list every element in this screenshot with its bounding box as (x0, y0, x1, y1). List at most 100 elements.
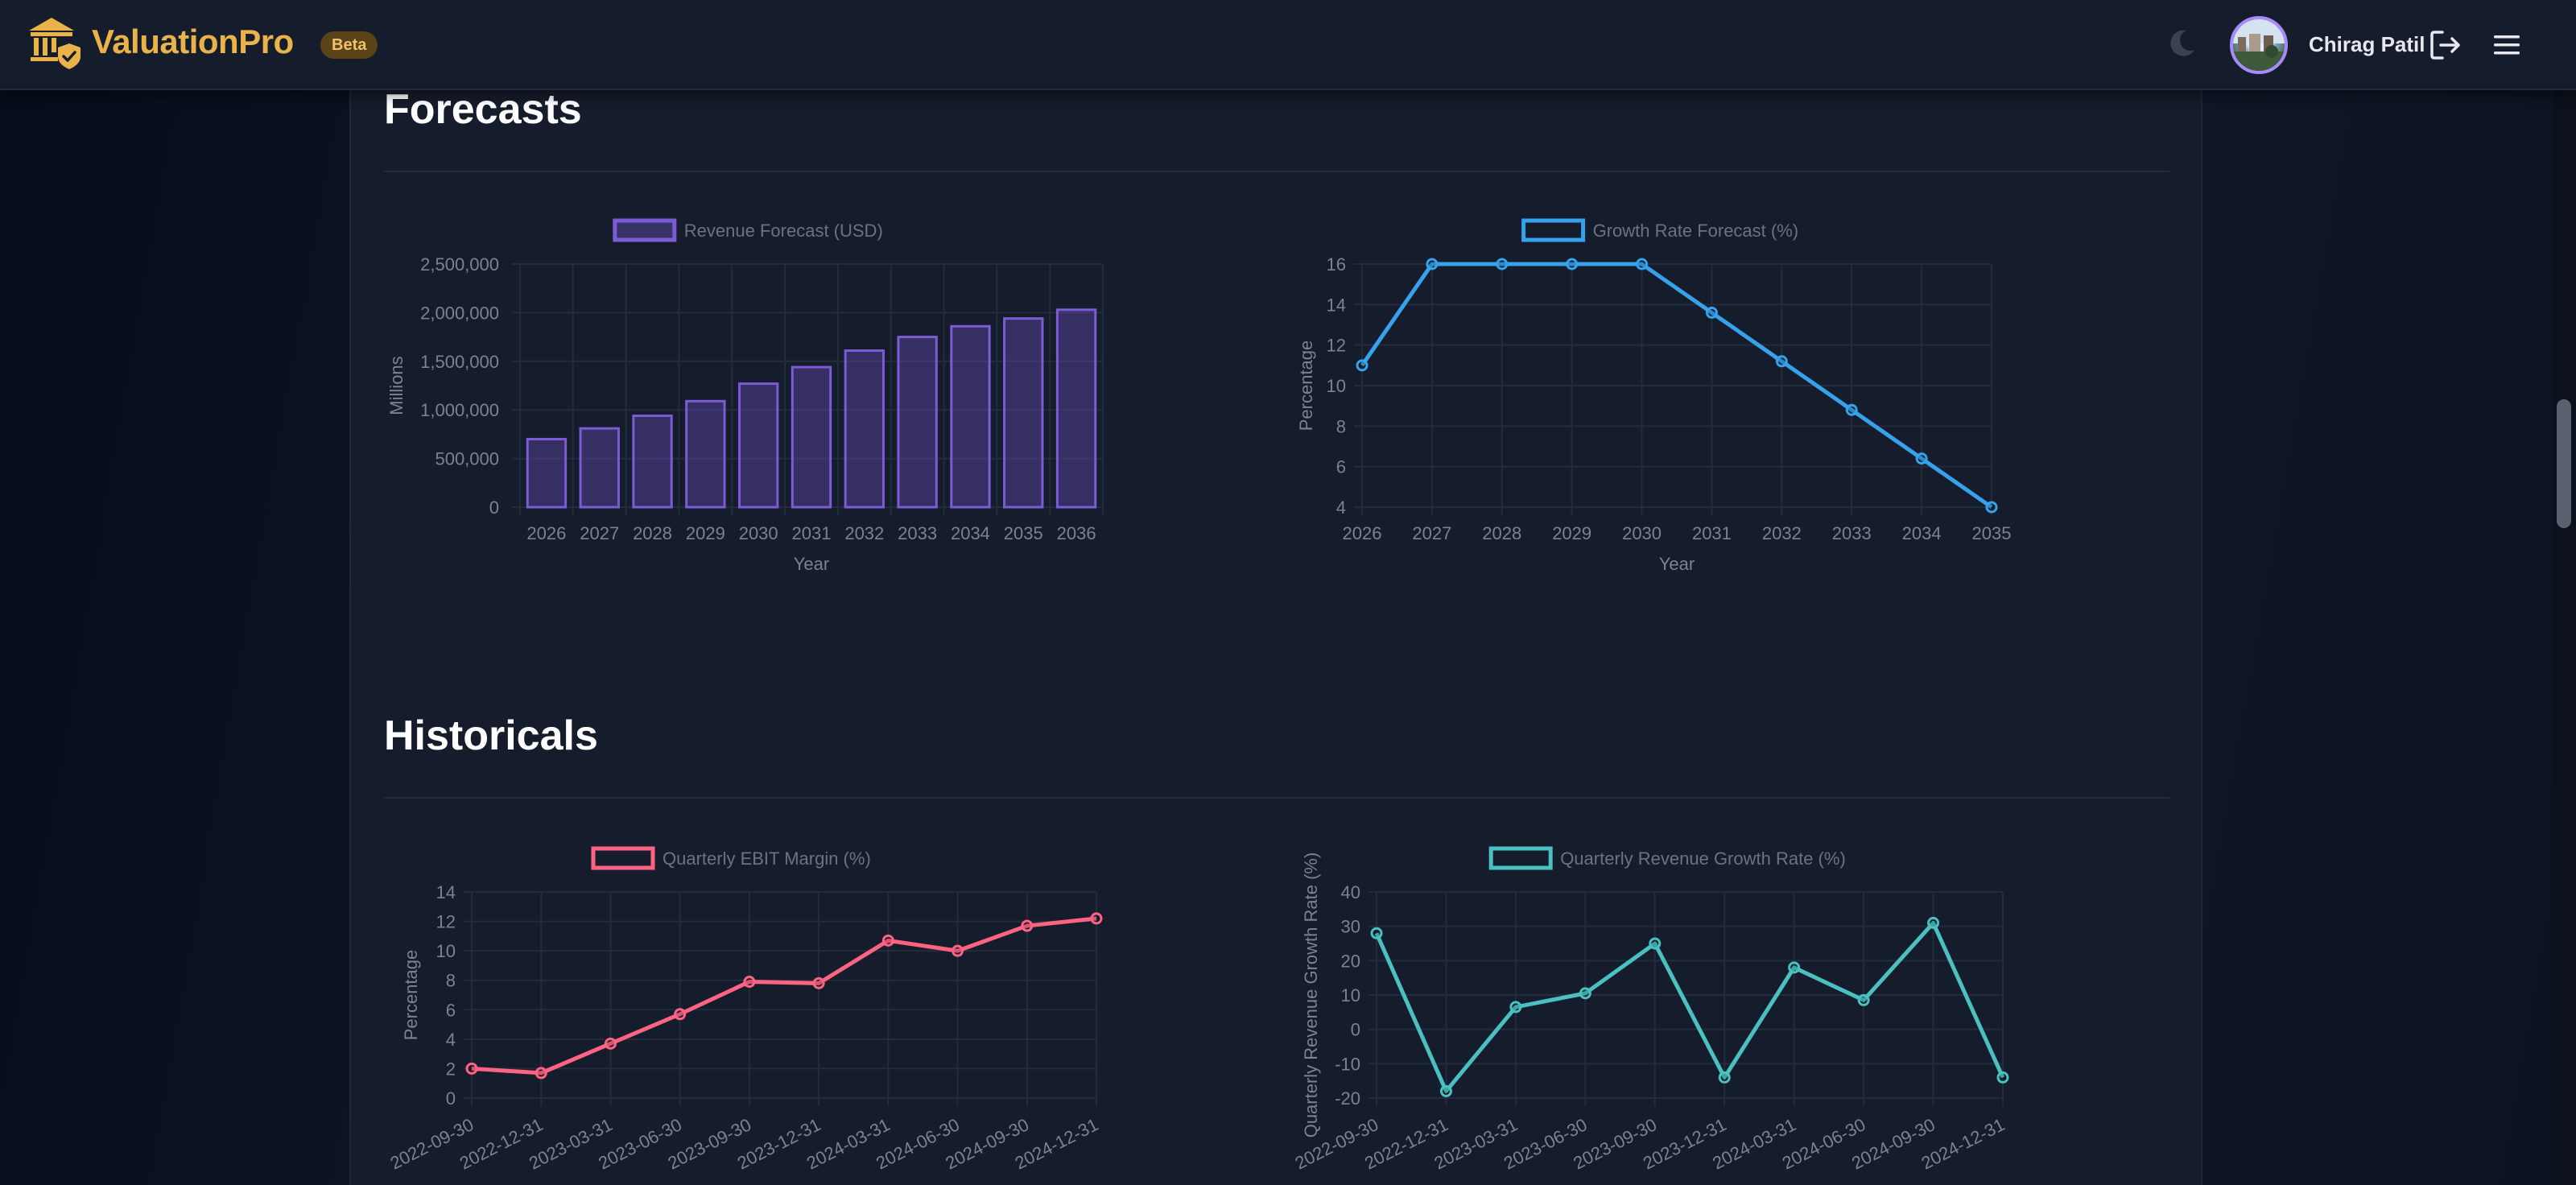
x-tick-label: 2030 (1622, 523, 1662, 543)
y-tick-label: -10 (1335, 1054, 1360, 1074)
menu-icon[interactable] (2492, 31, 2521, 60)
avatar[interactable] (2230, 16, 2288, 74)
x-tick-label: 2027 (580, 523, 619, 543)
y-tick-label: 0 (1351, 1020, 1360, 1040)
legend-label: Quarterly Revenue Growth Rate (%) (1560, 848, 1846, 869)
data-point-2024-09-30 (1021, 919, 1034, 932)
main-content-panel (349, 90, 2202, 1185)
y-tick-label: 8 (1336, 416, 1346, 436)
brand-name[interactable]: ValuationPro (92, 23, 294, 60)
data-point-2035 (1985, 501, 1998, 514)
bar-2035 (1003, 317, 1044, 509)
y-tick-label: -20 (1335, 1088, 1360, 1109)
x-tick-label: 2028 (1482, 523, 1521, 543)
historicals-heading: Historicals (384, 712, 598, 759)
y-axis-title: Quarterly Revenue Growth Rate (%) (1301, 853, 1321, 1138)
data-point-2024-12-31 (1090, 912, 1103, 925)
data-point-2024-06-30 (952, 944, 964, 957)
y-tick-label: 0 (489, 498, 499, 518)
x-tick-label: 2033 (898, 523, 937, 543)
y-tick-label: 2,000,000 (420, 303, 499, 323)
y-tick-label: 12 (436, 912, 456, 932)
bank-shield-logo-icon[interactable] (26, 13, 84, 71)
y-axis-title: Percentage (401, 950, 421, 1041)
x-tick-label: 2026 (1343, 523, 1382, 543)
y-axis-title: Percentage (1296, 341, 1316, 431)
data-point-2024-09-30 (1927, 916, 1940, 929)
bar-2027 (579, 427, 620, 509)
x-axis-title: Year (1659, 554, 1695, 574)
y-tick-label: 12 (1327, 336, 1346, 356)
x-tick-label: 2029 (1552, 523, 1591, 543)
scrollbar-thumb[interactable] (2557, 399, 2571, 528)
bar-2029 (685, 399, 726, 509)
x-tick-label: 2029 (686, 523, 725, 543)
x-tick-label: 2035 (1004, 523, 1043, 543)
y-axis-title: Millions (386, 356, 407, 415)
legend-swatch (1488, 846, 1553, 870)
legend-label: Revenue Forecast (USD) (684, 221, 883, 241)
x-tick-label: 2034 (951, 523, 990, 543)
moon-icon[interactable] (2165, 27, 2198, 60)
y-tick-label: 14 (436, 882, 456, 902)
x-tick-label: 2032 (1762, 523, 1802, 543)
data-point-2026 (1356, 359, 1368, 372)
data-point-2023-09-30 (743, 976, 756, 989)
series-line (1374, 920, 2005, 1093)
bar-2036 (1055, 308, 1097, 509)
data-point-2022-09-30 (1370, 927, 1383, 939)
data-point-2023-09-30 (1649, 937, 1662, 950)
y-tick-label: 16 (1327, 254, 1346, 275)
user-name[interactable]: Chirag Patil (2309, 32, 2425, 56)
y-tick-label: 2,500,000 (420, 254, 499, 275)
y-tick-label: 8 (446, 971, 456, 991)
data-point-2033 (1845, 403, 1858, 416)
data-point-2034 (1915, 452, 1928, 465)
x-tick-label: 2033 (1832, 523, 1872, 543)
bar-2034 (950, 324, 991, 509)
y-tick-label: 2 (446, 1059, 456, 1079)
x-tick-label: 2026 (526, 523, 566, 543)
y-tick-label: 10 (1327, 376, 1346, 396)
x-tick-label: 2035 (1972, 523, 2012, 543)
data-point-2030 (1636, 258, 1649, 270)
data-point-2022-12-31 (1439, 1084, 1452, 1097)
y-tick-label: 4 (1336, 498, 1346, 518)
y-tick-label: 500,000 (435, 449, 499, 469)
y-tick-label: 1,000,000 (420, 400, 499, 420)
scrollbar-track[interactable] (2553, 90, 2576, 1185)
legend-swatch (613, 218, 677, 242)
data-point-2023-06-30 (674, 1008, 687, 1021)
series-line (1360, 262, 1993, 510)
series-line (471, 916, 1097, 1076)
x-tick-label: 2028 (633, 523, 672, 543)
y-tick-label: 40 (1341, 882, 1360, 902)
y-tick-label: 6 (1336, 457, 1346, 477)
data-point-2027 (1426, 258, 1439, 270)
legend-swatch (591, 846, 655, 870)
bar-2033 (897, 336, 938, 509)
top-navigation-bar: ValuationPro Beta Chirag Patil (0, 0, 2576, 90)
data-point-2023-03-31 (604, 1037, 617, 1050)
x-axis-title: Year (794, 554, 829, 574)
x-tick-label: 2032 (844, 523, 884, 543)
data-point-2032 (1775, 355, 1788, 368)
forecasts-divider (384, 171, 2169, 172)
legend-label: Quarterly EBIT Margin (%) (663, 848, 871, 869)
bar-2028 (632, 414, 673, 509)
data-point-2023-03-31 (1509, 1001, 1522, 1014)
y-tick-label: 4 (446, 1030, 456, 1050)
logout-icon[interactable] (2428, 27, 2463, 63)
data-point-2022-09-30 (465, 1062, 478, 1075)
bar-2032 (844, 349, 886, 509)
bar-2031 (791, 365, 832, 509)
y-tick-label: 20 (1341, 951, 1360, 971)
bar-2030 (737, 382, 779, 509)
historicals-divider (384, 797, 2169, 799)
avatar-photo-icon (2233, 19, 2285, 71)
beta-badge: Beta (320, 31, 378, 59)
